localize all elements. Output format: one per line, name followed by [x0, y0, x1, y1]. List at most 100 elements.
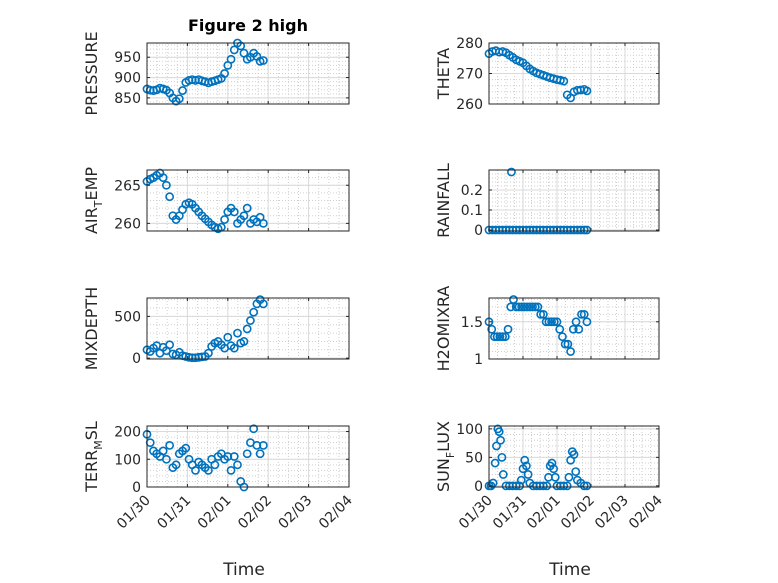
y-tick-label: 265 [114, 178, 141, 194]
data-point [577, 309, 586, 319]
data-point [576, 225, 586, 235]
data-point [178, 86, 187, 95]
y-axis-label: TERRMSL [82, 421, 105, 493]
x-axis-label: Time [222, 560, 265, 580]
data-point [498, 470, 508, 479]
data-point [579, 309, 589, 319]
data-point [563, 339, 573, 349]
data-point [564, 472, 574, 482]
data-point [255, 449, 265, 459]
data-point [242, 324, 252, 334]
data-point [236, 41, 246, 51]
data-point [197, 352, 207, 362]
data-point [549, 317, 559, 327]
data-point [204, 465, 213, 475]
y-axis-label: SUNFLUX [434, 421, 457, 492]
y-axis-label: PRESSURE [82, 31, 101, 115]
data-point [549, 464, 558, 474]
subplot-7: 0 100 200 TERRMSL 01/30 01/31 02/01 02/02 02/03 0… [82, 421, 356, 580]
y-axis-label: H2OMIXRA [434, 286, 453, 372]
chart-title: Figure 2 high [188, 16, 308, 35]
data-point [533, 302, 543, 312]
data-point [579, 481, 589, 491]
data-point [174, 94, 184, 104]
data-point [522, 461, 531, 471]
data-point [516, 475, 526, 485]
y-tick-label: 100 [456, 422, 483, 438]
data-point [571, 317, 581, 327]
data-point [562, 481, 572, 491]
data-point [525, 302, 535, 312]
y-tick-label: 260 [114, 216, 141, 232]
data-point [249, 307, 259, 317]
data-point [487, 324, 497, 334]
data-point [559, 481, 569, 491]
data-point [519, 302, 529, 312]
axes-box [488, 169, 660, 232]
y-tick-label: 0 [132, 480, 141, 496]
data-point [161, 454, 171, 464]
data-point [550, 472, 560, 482]
x-tick-label: 02/01 [524, 493, 564, 533]
data-point [492, 441, 501, 451]
axes-box [146, 425, 350, 488]
data-point [246, 316, 255, 325]
data-point [582, 317, 592, 327]
data-point [571, 467, 581, 477]
x-tick-label: 02/04 [626, 492, 666, 532]
y-axis-label: AIRTEMP [82, 167, 105, 234]
x-tick-label: 01/30 [456, 493, 496, 533]
data-point [496, 435, 505, 445]
data-point [539, 309, 548, 319]
subplot-5: 0 500 MIXDEPTH [82, 287, 350, 370]
data-point [523, 470, 533, 479]
data-point [497, 452, 507, 462]
data-point [547, 458, 557, 468]
axes-box [488, 297, 660, 360]
data-point [249, 424, 259, 434]
data-point [559, 76, 569, 86]
axes-box [146, 169, 350, 232]
y-axis-label: THETA [434, 48, 453, 100]
data-point [229, 452, 239, 461]
data-point [490, 458, 500, 468]
x-axis-label: Time [548, 560, 591, 580]
data-point [495, 332, 505, 342]
data-point [558, 332, 567, 342]
data-point [560, 339, 570, 349]
data-point [220, 69, 229, 78]
y-tick-label: 0.1 [461, 203, 483, 219]
data-point [165, 192, 175, 202]
data-point [498, 332, 507, 342]
data-point [582, 86, 592, 96]
y-tick-label: 260 [456, 97, 483, 113]
y-tick-label: 280 [456, 36, 483, 52]
data-point [536, 309, 546, 319]
data-point [547, 317, 556, 327]
y-tick-label: 200 [114, 425, 141, 441]
x-tick-label: 01/31 [490, 493, 530, 533]
y-tick-label: 900 [114, 71, 141, 87]
y-tick-label: 270 [456, 67, 483, 83]
data-point [520, 455, 530, 465]
x-tick-label: 02/02 [558, 493, 598, 533]
y-tick-label: 500 [114, 309, 141, 325]
data-point [494, 427, 504, 437]
y-axis-label: RAINFALL [434, 163, 453, 238]
data-point [528, 302, 537, 312]
data-point [242, 203, 252, 213]
y-tick-label: 0.2 [461, 183, 483, 199]
data-point [239, 211, 249, 221]
axes-box [146, 42, 350, 105]
data-point [161, 180, 171, 190]
data-point [509, 295, 518, 304]
data-point [233, 328, 242, 338]
data-point [490, 332, 499, 342]
data-point [226, 465, 236, 475]
x-tick-label: 01/30 [114, 493, 154, 533]
data-point [492, 332, 502, 342]
subplot-8: 0 50 100SUNFLUX01/3001/3102/0102/0202/0302… [434, 421, 666, 580]
